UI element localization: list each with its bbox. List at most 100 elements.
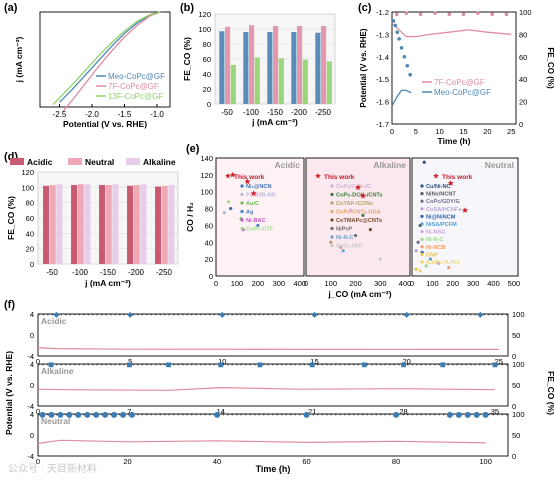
x-tick-label: 0 xyxy=(36,407,40,416)
data-point xyxy=(378,257,382,261)
legend-label: CoTAP-iCONs xyxy=(336,201,373,207)
bar xyxy=(84,184,91,264)
fe-marker xyxy=(403,311,410,318)
legend-marker xyxy=(420,192,424,196)
bar xyxy=(112,184,119,264)
y2-tick-label: 0 xyxy=(512,352,516,361)
bar xyxy=(71,185,78,264)
x-tick-label: 200 xyxy=(349,279,362,288)
data-point xyxy=(368,228,372,232)
y2-tick-label: 100 xyxy=(512,360,525,369)
panel-label: (b) xyxy=(180,2,194,14)
bar xyxy=(249,25,255,104)
y-tick-label: 60 xyxy=(26,214,34,223)
x-tick-label: 5 xyxy=(414,127,418,136)
x-tick-label: -1.5 xyxy=(118,110,132,119)
subplot-background xyxy=(216,158,304,276)
legend-marker xyxy=(420,222,424,226)
fe-marker xyxy=(405,63,410,68)
y-axis-label: FE_CO (%) xyxy=(6,196,16,240)
fe-marker xyxy=(93,411,100,418)
y-tick-label: 100 xyxy=(200,188,213,197)
bar xyxy=(302,59,308,104)
fe-marker xyxy=(218,362,224,368)
x-tick-label: -100 xyxy=(72,268,89,277)
bar xyxy=(273,26,279,104)
x-tick-label: 0 xyxy=(304,279,308,288)
fe-marker xyxy=(404,11,409,15)
x-tick-label: 28 xyxy=(399,407,407,416)
legend-marker xyxy=(330,209,334,214)
fe-marker xyxy=(111,411,118,418)
this-work-star xyxy=(244,178,251,185)
potential-line xyxy=(37,439,486,444)
legend-swatch xyxy=(68,158,82,165)
legend-label: Ni@NiNCM xyxy=(426,214,456,220)
bar xyxy=(56,184,63,264)
y-tick-label: 100 xyxy=(198,25,211,34)
y-tick-label: 40 xyxy=(205,238,213,247)
x-tick-label: -200 xyxy=(291,108,308,117)
bar xyxy=(133,185,140,264)
x-tick-label: 400 xyxy=(294,279,307,288)
x-tick-label: 500 xyxy=(508,279,521,288)
fe-marker xyxy=(75,411,82,418)
fe-marker xyxy=(433,11,437,15)
x-axis-label: Time (h) xyxy=(256,464,291,474)
plot-frame xyxy=(39,11,171,108)
y-tick-label: -1.5 xyxy=(376,75,389,84)
x-tick-label: 100 xyxy=(231,279,244,288)
fe-marker xyxy=(361,362,367,368)
x-tick-label: 0 xyxy=(36,457,40,466)
x-tick-label: 400 xyxy=(399,279,412,288)
legend-star xyxy=(315,173,321,179)
bar xyxy=(321,26,327,104)
panel-label: (a) xyxy=(4,2,18,14)
legend-label: Ni-N-C xyxy=(336,235,353,241)
bar xyxy=(140,184,147,264)
legend-marker xyxy=(330,226,334,231)
x-tick-label: -250 xyxy=(156,268,173,277)
bar xyxy=(161,185,168,264)
y-tick-label: 100 xyxy=(21,183,34,192)
fe-marker xyxy=(492,362,498,368)
y-tick-label: 80 xyxy=(26,199,34,208)
y-axis-label: j (mA cm⁻²) xyxy=(14,36,24,83)
x-tick-label: 20 xyxy=(123,457,131,466)
legend-marker xyxy=(330,218,334,222)
data-point xyxy=(353,233,358,238)
y-tick-label: 0 xyxy=(30,331,34,340)
legend-label: Ag xyxy=(246,210,254,216)
legend-label: CoTMAPc@CNTs xyxy=(336,218,382,224)
legend-marker xyxy=(240,201,244,205)
legend-label: NiPcP xyxy=(336,227,352,233)
bar xyxy=(315,32,321,104)
data-point xyxy=(341,249,345,253)
fe-marker xyxy=(455,411,462,418)
panel-label: (f) xyxy=(4,299,15,311)
this-work-star xyxy=(355,184,361,191)
x-tick-label: 5 xyxy=(128,357,132,366)
y-tick-label: 20 xyxy=(203,85,211,94)
bar xyxy=(225,26,231,104)
y-tick-label: 20 xyxy=(26,245,34,254)
y-axis-label: Potential (V vs. RHE) xyxy=(4,351,14,435)
y-axis-label: Potential (V vs. RHE) xyxy=(359,28,368,107)
y2-tick-label: 40 xyxy=(519,75,527,84)
fe-marker xyxy=(391,19,396,23)
y-tick-label: 4 xyxy=(30,410,34,419)
y2-tick-label: 50 xyxy=(512,431,520,440)
potential-line xyxy=(391,22,512,38)
legend-marker xyxy=(240,226,244,231)
bar xyxy=(243,32,249,104)
y-tick-label: -4 xyxy=(27,452,34,461)
legend-star xyxy=(225,173,231,179)
panel-b: (b) 0 20 40 60 80 100 120 -50 -100 -150 -200 -250 j (… xyxy=(180,2,336,127)
x-tick-label: 300 xyxy=(374,279,387,288)
subplot-background xyxy=(306,158,410,276)
fe-marker xyxy=(464,411,471,418)
fe-marker xyxy=(102,411,109,418)
plot-frame xyxy=(37,363,509,407)
y2-tick-label: 100 xyxy=(519,8,532,17)
fe-marker xyxy=(166,362,171,368)
